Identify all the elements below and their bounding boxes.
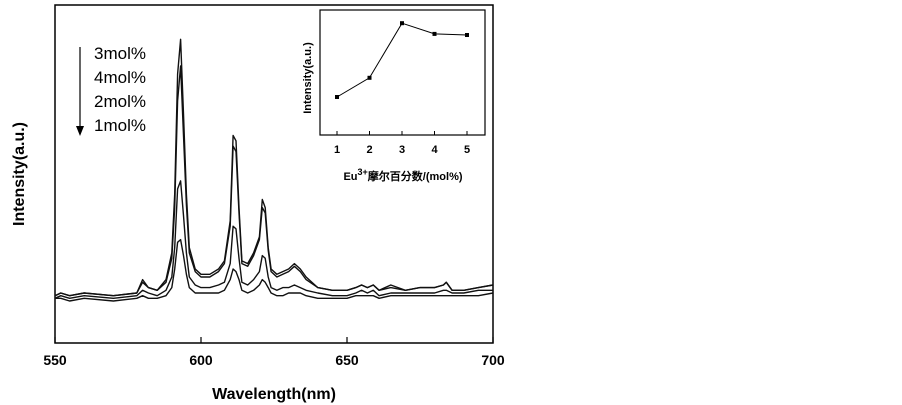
main-plot: 550 600 650 700 Wavelength(nm) Intensity(a.… [11,4,505,403]
main-plot-frame [54,4,494,344]
inset-series-group [335,21,469,99]
inset-data-point [465,33,469,37]
legend-arrow-down-icon [76,126,84,136]
inset-data-point [400,21,404,26]
legend-entry: 4mol% [94,68,146,87]
inset-data-point [335,95,339,99]
inset-x-tick-label: 3 [399,144,405,156]
inset-x-tick-label: 1 [334,144,340,156]
series-line-1molpct [55,238,494,302]
main-x-tick-label: 700 [481,352,505,368]
main-x-axis-title: Wavelength(nm) [212,386,336,403]
inset-data-point [432,31,437,36]
inset-y-axis-title: Intensity(a.u.) [302,42,314,114]
main-x-tick-label: 600 [189,352,213,368]
main-x-tick-label: 550 [43,352,67,368]
inset-x-tick-label: 5 [464,144,470,156]
series-line-3molpct [54,38,494,297]
inset-data-point [367,75,372,80]
main-y-axis-title: Intensity(a.u.) [11,122,28,226]
inset-plot-frame [319,9,486,136]
inset-plot: 1 2 3 4 5 Eu3+摩尔百分数/(mol%) Intensity(a.u.) [302,9,486,183]
series-line-4molpct [54,65,494,297]
legend-entry: 3mol% [94,44,146,63]
main-x-tick-label: 650 [335,352,359,368]
series-line-2molpct [54,180,493,299]
inset-x-tick-label: 2 [366,144,372,156]
inset-x-axis-title: Eu3+摩尔百分数/(mol%) [343,167,462,183]
legend-entry: 2mol% [94,92,146,111]
legend: 3mol% 4mol% 2mol% 1mol% [76,44,146,136]
inset-x-ticks: 1 2 3 4 5 [334,131,470,156]
main-x-ticks: 550 600 650 700 [43,337,505,368]
main-series-group [54,38,494,302]
legend-entry: 1mol% [94,116,146,135]
inset-x-tick-label: 4 [431,144,438,156]
